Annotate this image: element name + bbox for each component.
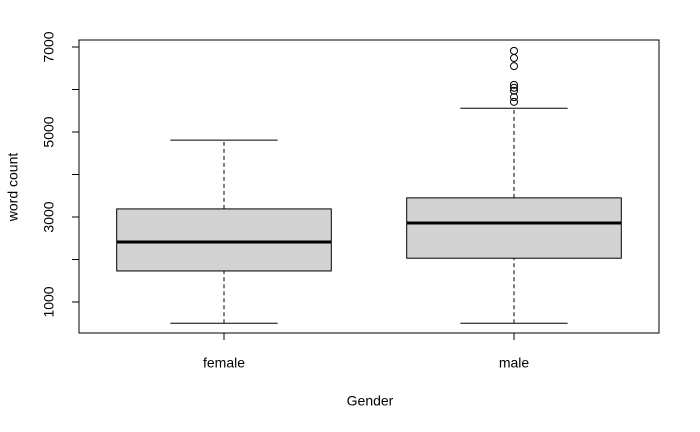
plot-frame bbox=[78, 39, 660, 334]
outlier bbox=[510, 54, 518, 63]
box bbox=[406, 197, 622, 259]
outlier bbox=[510, 86, 518, 95]
y-tick-label: 1000 bbox=[41, 286, 57, 317]
outlier bbox=[510, 80, 518, 89]
outlier bbox=[510, 62, 518, 71]
y-tick-label: 5000 bbox=[41, 116, 57, 147]
outlier bbox=[510, 46, 518, 55]
y-tick-label: 7000 bbox=[41, 31, 57, 62]
x-tick-label: female bbox=[203, 355, 245, 371]
box bbox=[116, 208, 332, 272]
outlier bbox=[510, 83, 518, 92]
outlier bbox=[510, 97, 518, 106]
outlier bbox=[510, 93, 518, 102]
y-axis-label: word count bbox=[5, 153, 21, 223]
x-axis-label: Gender bbox=[347, 393, 394, 409]
x-tick-label: male bbox=[499, 355, 530, 371]
y-tick-label: 3000 bbox=[41, 201, 57, 232]
